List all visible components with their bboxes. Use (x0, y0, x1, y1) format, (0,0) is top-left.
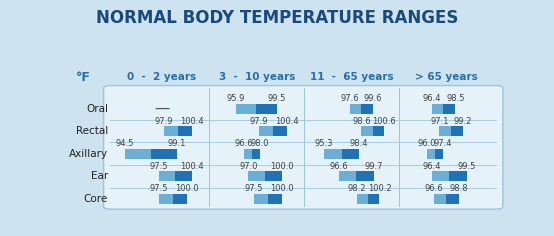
Bar (443, 104, 455, 114)
Text: 95.9: 95.9 (227, 94, 245, 103)
Text: 98.5: 98.5 (446, 94, 464, 103)
Text: 96.6: 96.6 (330, 162, 348, 171)
Bar (268, 194, 282, 204)
Bar (427, 149, 435, 159)
Text: —: — (154, 101, 170, 116)
Bar (178, 126, 192, 136)
Bar (434, 194, 446, 204)
Bar (257, 104, 276, 114)
Text: 97.6: 97.6 (341, 94, 360, 103)
Text: 100.2: 100.2 (368, 184, 391, 193)
Text: 100.0: 100.0 (270, 162, 294, 171)
Bar (356, 171, 374, 181)
Bar (244, 149, 252, 159)
Text: 100.4: 100.4 (275, 117, 299, 126)
Text: 96.0: 96.0 (418, 139, 437, 148)
Text: Axillary: Axillary (69, 149, 108, 159)
Text: 98.6: 98.6 (352, 117, 371, 126)
Text: 96.6: 96.6 (234, 139, 253, 148)
Bar (446, 194, 459, 204)
Bar (435, 149, 443, 159)
Text: 100.4: 100.4 (180, 117, 203, 126)
Text: 11  -  65 years: 11 - 65 years (310, 72, 394, 82)
Bar (452, 126, 463, 136)
Bar (159, 171, 176, 181)
Text: 100.0: 100.0 (176, 184, 199, 193)
Text: 100.0: 100.0 (270, 184, 294, 193)
Text: 99.6: 99.6 (363, 94, 382, 103)
Bar (176, 171, 192, 181)
Text: 0  -  2 years: 0 - 2 years (127, 72, 196, 82)
Bar (265, 171, 282, 181)
Text: 99.5: 99.5 (458, 162, 476, 171)
Text: Ear: Ear (91, 171, 108, 181)
Text: 97.5: 97.5 (150, 162, 168, 171)
Bar (252, 149, 260, 159)
Bar (273, 126, 287, 136)
Bar (125, 149, 151, 159)
Text: °F: °F (76, 71, 90, 84)
Text: 99.2: 99.2 (454, 117, 473, 126)
Text: Oral: Oral (86, 104, 108, 114)
Text: 97.9: 97.9 (154, 117, 173, 126)
Bar (259, 126, 273, 136)
Text: 3  -  10 years: 3 - 10 years (219, 72, 295, 82)
Bar (350, 104, 361, 114)
Text: 98.2: 98.2 (348, 184, 366, 193)
Bar (357, 194, 368, 204)
Text: 98.4: 98.4 (350, 139, 368, 148)
Bar (151, 149, 177, 159)
Text: 97.0: 97.0 (239, 162, 258, 171)
Text: 96.6: 96.6 (424, 184, 443, 193)
Bar (432, 104, 443, 114)
Bar (368, 194, 379, 204)
Text: 97.9: 97.9 (249, 117, 268, 126)
Bar (361, 126, 373, 136)
Text: 99.5: 99.5 (268, 94, 286, 103)
Bar (361, 104, 373, 114)
Bar (449, 171, 466, 181)
Text: 99.1: 99.1 (168, 139, 186, 148)
Bar (432, 171, 449, 181)
Bar (439, 126, 452, 136)
Bar (339, 171, 356, 181)
Text: 97.5: 97.5 (150, 184, 168, 193)
Bar (173, 194, 187, 204)
Text: 100.4: 100.4 (180, 162, 203, 171)
Text: 97.4: 97.4 (434, 139, 452, 148)
Text: 99.7: 99.7 (365, 162, 383, 171)
Text: 97.5: 97.5 (245, 184, 263, 193)
Text: 96.4: 96.4 (422, 162, 441, 171)
Bar (236, 104, 257, 114)
Text: Rectal: Rectal (76, 126, 108, 136)
Bar (324, 149, 342, 159)
Text: 97.1: 97.1 (430, 117, 449, 126)
Bar (373, 126, 384, 136)
Bar (248, 171, 265, 181)
Text: > 65 years: > 65 years (416, 72, 478, 82)
Bar (342, 149, 359, 159)
Bar (254, 194, 268, 204)
Text: 96.4: 96.4 (422, 94, 441, 103)
FancyBboxPatch shape (104, 86, 503, 209)
Text: Core: Core (84, 194, 108, 204)
Text: 94.5: 94.5 (116, 139, 134, 148)
Bar (159, 194, 173, 204)
Text: 98.8: 98.8 (449, 184, 468, 193)
Bar (163, 126, 178, 136)
Text: NORMAL BODY TEMPERATURE RANGES: NORMAL BODY TEMPERATURE RANGES (96, 9, 458, 27)
Text: 98.0: 98.0 (250, 139, 269, 148)
Text: 100.6: 100.6 (372, 117, 396, 126)
Text: 95.3: 95.3 (315, 139, 334, 148)
